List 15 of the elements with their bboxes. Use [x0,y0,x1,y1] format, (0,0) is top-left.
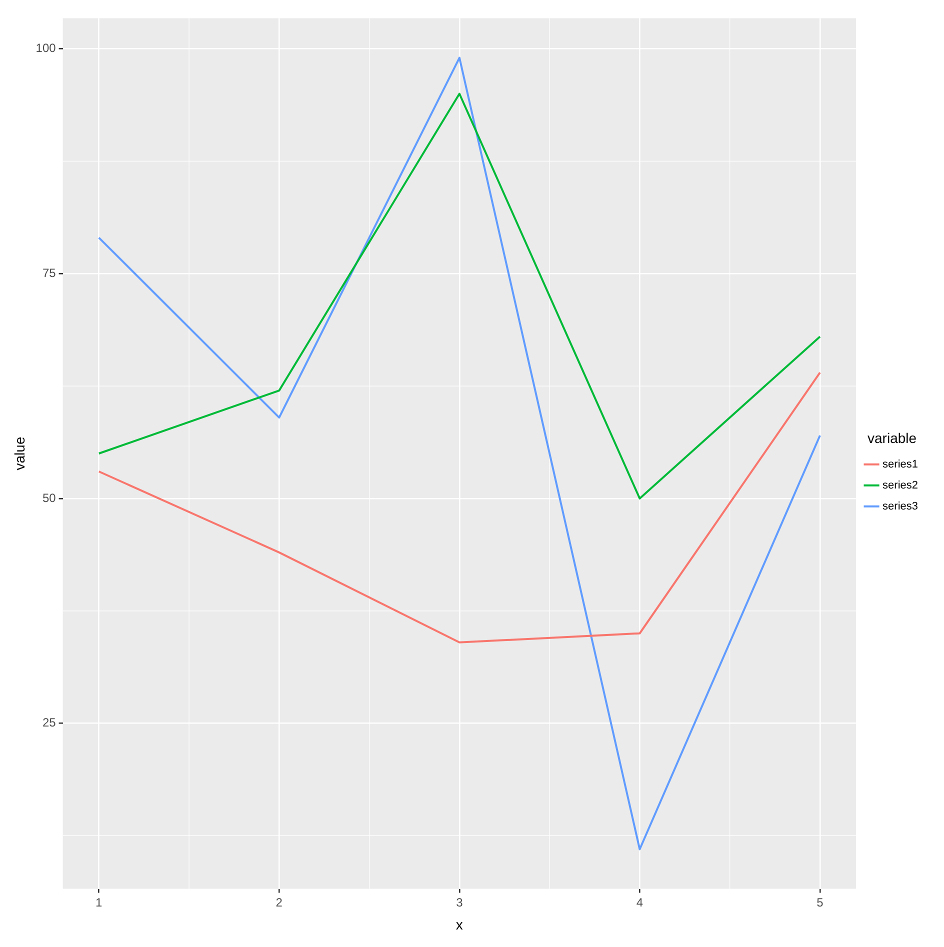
x-tick-label: 1 [96,895,103,910]
x-tick-label: 4 [636,895,644,910]
legend-label: series2 [882,479,918,492]
x-tick-label: 2 [276,895,283,910]
x-tick-label: 5 [816,895,824,910]
y-tick-label: 75 [42,266,56,280]
legend-label: series3 [882,500,918,512]
y-tick-label: 50 [42,490,56,505]
y-tick-label: 100 [36,41,56,56]
legend-title: variable [868,430,917,446]
x-tick-label: 3 [456,895,464,910]
legend-label: series1 [882,458,918,470]
y-tick-label: 25 [42,716,56,730]
y-axis-title: value [11,436,28,470]
x-axis-title: x [456,916,463,932]
